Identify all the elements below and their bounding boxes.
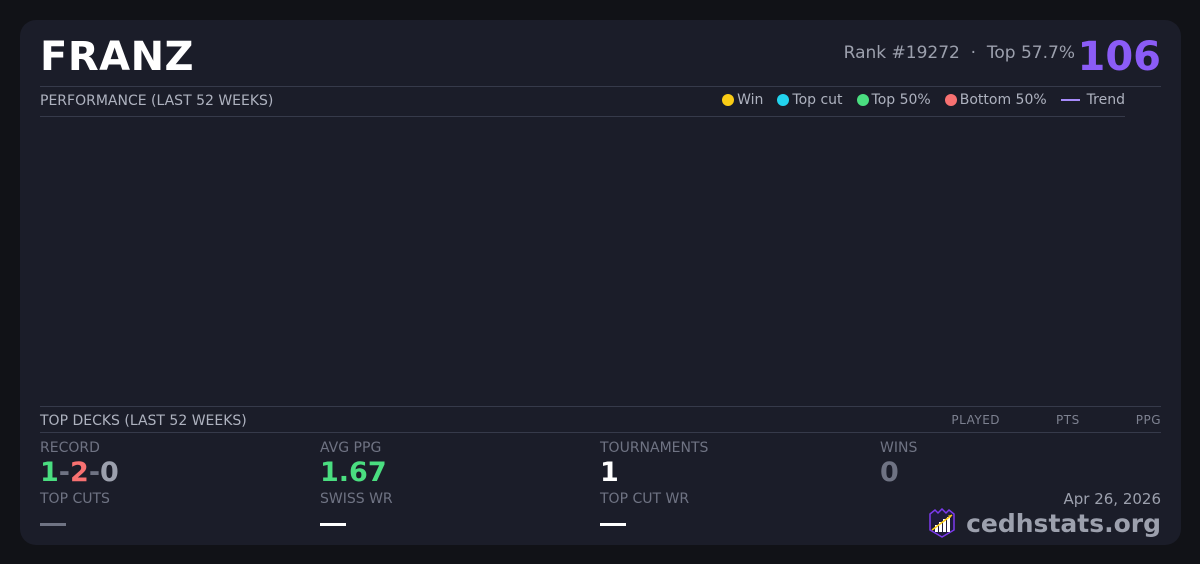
stat-record: RECORD 1-2-0 [40, 440, 119, 488]
top-decks-columns: PLAYED PTS PPG [895, 413, 1161, 427]
player-score: 106 [1077, 34, 1162, 80]
swiss-wr-empty-value [320, 523, 346, 526]
column-pts: PTS [1056, 413, 1080, 427]
performance-chart-area [40, 117, 1125, 405]
legend-trend: Trend [1060, 92, 1125, 108]
date: Apr 26, 2026 [1063, 490, 1161, 508]
player-name: FRANZ [40, 34, 195, 80]
top-percent: Top 57.7% [986, 43, 1075, 63]
legend-bottom-50: Bottom 50% [944, 92, 1047, 108]
brand: cedhstats.org [928, 508, 1161, 538]
performance-legend: Win Top cut Top 50% Bottom 50% Trend [722, 92, 1125, 108]
divider [40, 432, 1161, 433]
cedhstats-logo-icon [929, 508, 955, 538]
performance-title: PERFORMANCE (LAST 52 WEEKS) [40, 93, 274, 109]
rank-line: Rank #19272 · Top 57.7% [844, 43, 1075, 63]
legend-top-cut: Top cut [777, 92, 843, 108]
legend-win: Win [722, 92, 763, 108]
divider [40, 116, 1125, 117]
top-50-dot-icon [856, 94, 869, 106]
win-dot-icon [722, 94, 735, 106]
bottom-50-dot-icon [944, 94, 957, 106]
divider [40, 406, 1161, 407]
top-decks-title: TOP DECKS (LAST 52 WEEKS) [40, 413, 247, 429]
top-cuts-empty-value [40, 523, 66, 526]
top-cut-wr-empty-value [600, 523, 626, 526]
rank: Rank #19272 [843, 43, 960, 63]
divider [40, 86, 1161, 87]
top-cut-dot-icon [777, 94, 790, 106]
stat-top-cuts: TOP CUTS [40, 491, 110, 526]
column-played: PLAYED [951, 413, 1001, 427]
stat-top-cut-wr: TOP CUT WR [600, 491, 689, 526]
stat-swiss-wr: SWISS WR [320, 491, 393, 526]
stat-wins: WINS 0 [880, 440, 918, 488]
stat-tournaments: TOURNAMENTS 1 [600, 440, 709, 488]
brand-name: cedhstats.org [966, 508, 1161, 538]
legend-top-50: Top 50% [856, 92, 931, 108]
column-ppg: PPG [1135, 413, 1161, 427]
record-value: 1-2-0 [40, 457, 119, 488]
trend-line-icon [1060, 99, 1080, 101]
separator: · [970, 43, 977, 63]
player-card: FRANZ Rank #19272 · Top 57.7% 106 PERFOR… [20, 20, 1181, 545]
stat-avg-ppg: AVG PPG 1.67 [320, 440, 387, 488]
